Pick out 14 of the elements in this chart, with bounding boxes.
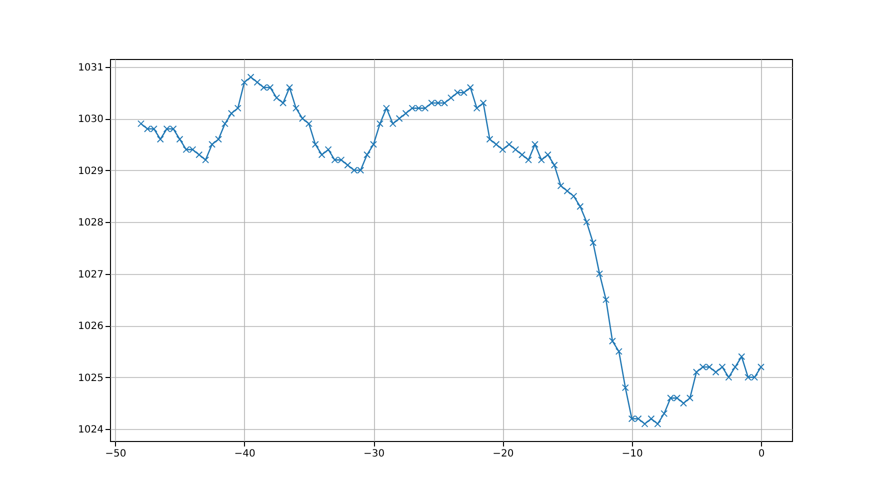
y-tick-label: 1027 bbox=[78, 269, 104, 280]
x-tick-label: 0 bbox=[758, 448, 765, 460]
x-tick-label: −20 bbox=[492, 448, 514, 460]
y-tick-label: 1029 bbox=[78, 166, 104, 177]
y-tick-label: 1028 bbox=[78, 218, 104, 229]
y-tick-label: 1031 bbox=[78, 62, 104, 74]
x-tick-label: −40 bbox=[234, 448, 256, 460]
y-tick-label: 1024 bbox=[78, 424, 104, 436]
x-tick-label: −30 bbox=[363, 448, 385, 460]
y-tick-label: 1025 bbox=[78, 372, 104, 384]
y-tick-label: 1026 bbox=[78, 321, 104, 332]
y-tick-label: 1030 bbox=[78, 114, 104, 126]
x-tick-label: −10 bbox=[622, 448, 643, 460]
x-tick-label: −50 bbox=[105, 448, 126, 460]
